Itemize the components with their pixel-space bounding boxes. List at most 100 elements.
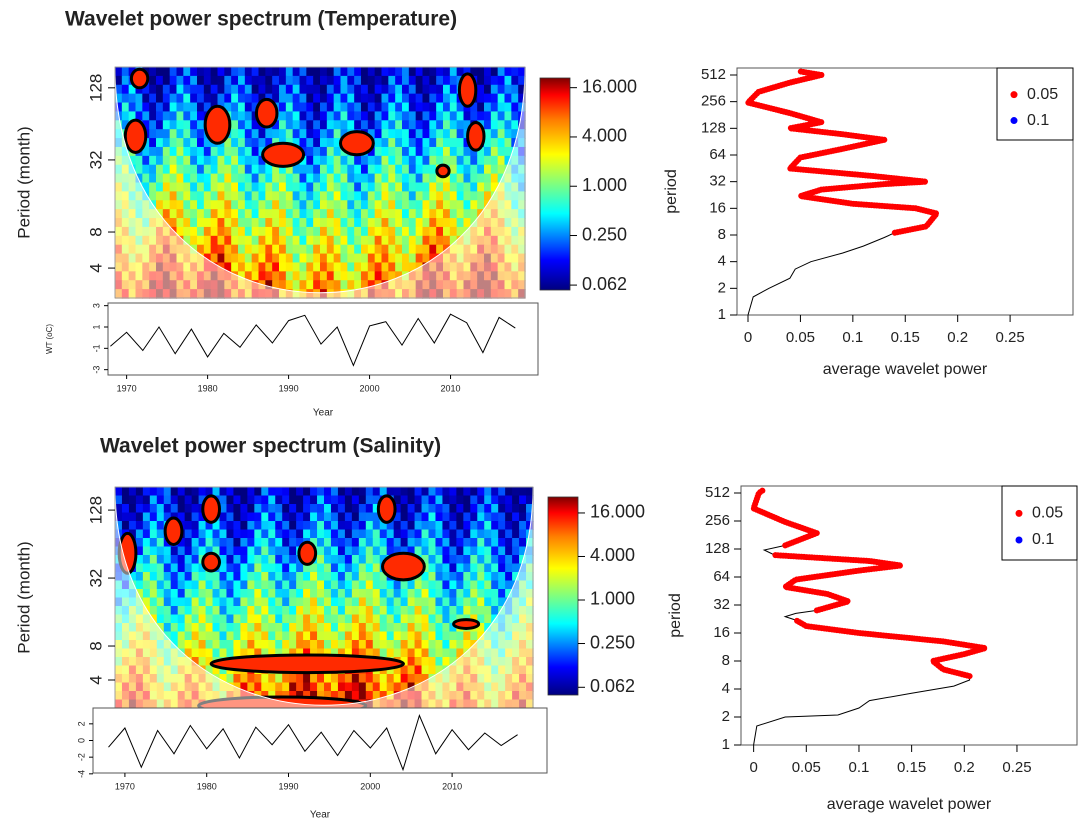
heatmap-cell [381,84,389,95]
heatmap-cell [177,631,186,641]
heatmap-cell [190,138,198,148]
heatmap-cell [365,529,374,539]
heatmap-cell [212,589,221,599]
heatmap-cell [197,191,205,201]
heatmap-cell [265,218,273,228]
heatmap-cell [142,102,150,113]
heatmap-cell [268,631,276,641]
heatmap-cell [224,235,232,246]
heatmap-cell [285,120,294,130]
heatmap-cell [313,102,321,113]
heatmap-cell [285,75,294,86]
heatmap-cell [324,640,332,650]
heatmap-cell [443,138,451,148]
heatmap-cell [231,138,239,148]
heatmap-cell [428,555,437,565]
heatmap-cell [203,138,212,148]
heatmap-cell [163,631,172,641]
heatmap-cell [429,209,437,219]
heatmap-cell [512,555,520,565]
heatmap-cell [184,529,193,539]
heatmap-cell [233,580,241,590]
heatmap-cell [324,495,332,505]
heatmap-cell [422,129,430,139]
heatmap-cell [330,555,339,565]
heatmap-cell [381,138,389,148]
heatmap-cell [449,200,458,210]
x-tick-label: 0.05 [786,329,815,346]
heatmap-cell [497,75,506,86]
heatmap-cell [402,164,410,175]
heatmap-cell [149,138,157,148]
heatmap-cell [361,200,369,210]
heatmap-cell [395,235,403,246]
heatmap-cell [400,546,409,556]
heatmap-cell [333,138,342,148]
heatmap-cell [326,209,335,219]
heatmap-cell [156,546,165,556]
heatmap-cell [231,218,239,228]
heatmap-cell [497,93,506,104]
heatmap-cell [340,111,348,121]
heatmap-cell [240,495,248,505]
x-tick-label: 0.25 [995,329,1024,346]
colorbar-tick-label: 0.062 [582,274,627,294]
heatmap-cell [272,164,280,175]
heatmap-cell [367,218,376,228]
x-tick-label: 0.2 [954,759,975,776]
heatmap-cell [163,572,172,582]
heatmap-cell [217,209,225,219]
heatmap-cell [330,512,339,522]
heatmap-cell [142,555,151,565]
x-axis-label: average wavelet power [827,796,992,813]
heatmap-cell [303,597,311,607]
heatmap-cell [490,138,499,148]
heatmap-cell [244,164,253,175]
heatmap-cell [163,614,172,624]
heatmap-cell [395,244,403,255]
heatmap-cell [198,648,207,658]
heatmap-cell [393,640,402,650]
heatmap-cell [456,138,465,148]
heatmap-cell [421,614,430,624]
heatmap-cell [289,614,297,624]
heatmap-cell [374,191,383,201]
heatmap-cell [279,235,287,246]
heatmap-cell [197,84,205,95]
heatmap-cell [177,623,186,633]
heatmap-cell [149,67,157,77]
heatmap-cell [429,120,437,130]
heatmap-cell [402,226,410,237]
heatmap-cell [313,218,321,228]
heatmap-cell [198,614,207,624]
heatmap-cell [358,512,367,522]
heatmap-cell [313,129,321,139]
heatmap-cell [247,512,255,522]
heatmap-cell [477,164,485,175]
heatmap-cell [289,512,297,522]
heatmap-cell [149,129,157,139]
heatmap-cell [491,606,499,616]
heatmap-cell [497,164,506,175]
heatmap-cell [415,164,424,175]
heatmap-cell [511,129,519,139]
heatmap-cell [449,209,458,219]
x-tick-label: 1980 [197,781,217,791]
heatmap-cell [210,155,219,166]
heatmap-cell [149,546,158,556]
heatmap-cell [317,512,325,522]
heatmap-cell [344,631,353,641]
heatmap-cell [217,93,225,104]
heatmap-cell [442,580,450,590]
heatmap-cell [285,244,294,255]
heatmap-cell [326,173,335,184]
heatmap-cell [340,93,348,104]
heatmap-cell [203,84,212,95]
heatmap-cell [333,235,342,246]
heatmap-cell [330,614,339,624]
heatmap-cell [247,495,255,505]
heatmap-cell [219,495,228,505]
heatmap-cell [275,521,283,531]
heatmap-cell [233,648,241,658]
colorbar [539,77,571,291]
